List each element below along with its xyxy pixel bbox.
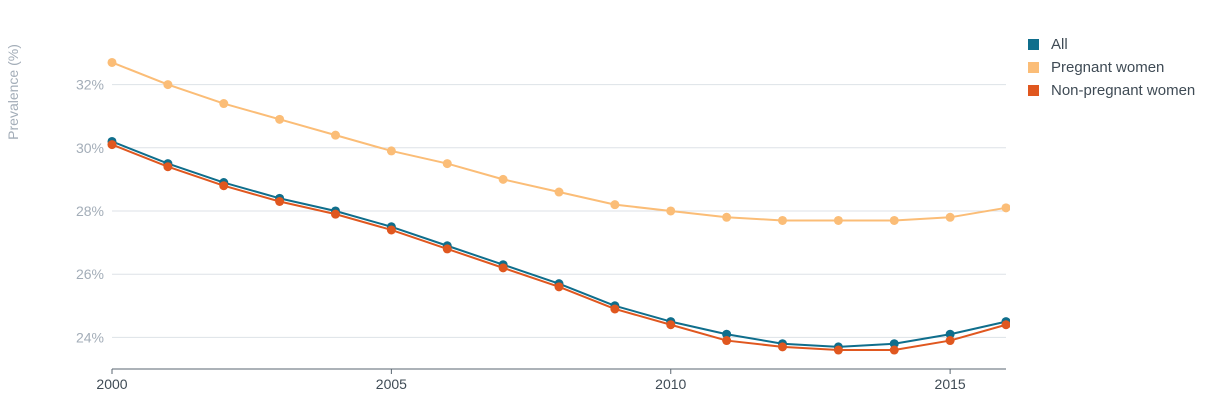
y-tick-label: 30% (76, 140, 104, 156)
data-point-pregnant-women[interactable] (945, 212, 955, 222)
series-line-non-pregnant-women (111, 143, 1007, 352)
series-group (107, 57, 1011, 355)
data-point-non-pregnant-women[interactable] (219, 181, 229, 191)
data-point-all[interactable] (722, 329, 732, 339)
gridlines (112, 84, 1006, 338)
legend: All Pregnant women Non-pregnant women (1028, 33, 1195, 102)
legend-swatch-pregnant-women (1028, 62, 1039, 73)
x-tick-label: 2005 (376, 376, 407, 392)
data-point-non-pregnant-women[interactable] (945, 336, 955, 346)
legend-swatch-non-pregnant-women (1028, 85, 1039, 96)
y-tick-label: 24% (76, 329, 104, 345)
y-axis-title: Prevalence (%) (5, 44, 21, 140)
data-point-non-pregnant-women[interactable] (498, 263, 508, 273)
data-point-pregnant-women[interactable] (442, 159, 452, 169)
data-point-pregnant-women[interactable] (666, 206, 676, 216)
data-point-pregnant-women[interactable] (1001, 203, 1011, 213)
x-tick-label: 2010 (655, 376, 686, 392)
series-non-pregnant-women (107, 140, 1011, 355)
legend-item-pregnant-women[interactable]: Pregnant women (1028, 56, 1195, 79)
series-line-pregnant-women (111, 61, 1007, 222)
x-tick-label: 2000 (96, 376, 127, 392)
data-point-pregnant-women[interactable] (219, 99, 229, 109)
data-point-non-pregnant-women[interactable] (386, 225, 396, 235)
data-point-non-pregnant-women[interactable] (554, 282, 564, 292)
data-point-non-pregnant-women[interactable] (722, 336, 732, 346)
data-point-non-pregnant-women[interactable] (610, 304, 620, 314)
legend-item-all[interactable]: All (1028, 33, 1195, 56)
data-point-non-pregnant-women[interactable] (1001, 320, 1011, 330)
legend-swatch-all (1028, 39, 1039, 50)
x-axis: 2000 2005 2010 2015 (96, 369, 966, 392)
data-point-non-pregnant-women[interactable] (833, 345, 843, 355)
series-line-all (111, 140, 1007, 348)
data-point-pregnant-women[interactable] (889, 215, 899, 225)
data-point-pregnant-women[interactable] (163, 80, 173, 90)
legend-label-pregnant-women: Pregnant women (1051, 59, 1165, 76)
legend-label-non-pregnant-women: Non-pregnant women (1051, 82, 1196, 99)
data-point-all[interactable] (945, 329, 955, 339)
data-point-non-pregnant-women[interactable] (331, 209, 340, 219)
line-chart: 24% 26% 28% 30% 32% 2000 2005 2010 2015 Prevale… (5, 44, 1011, 392)
data-point-non-pregnant-women[interactable] (275, 197, 285, 206)
x-tick-label: 2015 (935, 376, 966, 392)
y-axis: 24% 26% 28% 30% 32% (76, 77, 104, 346)
data-point-non-pregnant-women[interactable] (778, 342, 787, 352)
data-point-non-pregnant-women[interactable] (889, 345, 899, 355)
data-point-pregnant-women[interactable] (610, 200, 620, 210)
y-tick-label: 28% (76, 203, 104, 219)
data-point-pregnant-women[interactable] (722, 212, 732, 222)
data-point-pregnant-women[interactable] (386, 146, 396, 156)
data-point-pregnant-women[interactable] (498, 174, 508, 184)
legend-item-non-pregnant-women[interactable]: Non-pregnant women (1028, 79, 1195, 102)
data-point-all[interactable] (889, 339, 899, 349)
data-point-pregnant-women[interactable] (275, 114, 285, 124)
y-tick-label: 32% (76, 77, 104, 93)
series-pregnant-women (107, 57, 1011, 225)
data-point-pregnant-women[interactable] (331, 130, 340, 140)
data-point-non-pregnant-women[interactable] (107, 140, 117, 150)
data-point-non-pregnant-women[interactable] (666, 320, 676, 330)
data-point-non-pregnant-women[interactable] (442, 244, 452, 254)
legend-label-all: All (1051, 36, 1068, 53)
y-tick-label: 26% (76, 266, 104, 282)
data-point-pregnant-women[interactable] (554, 187, 564, 197)
data-point-pregnant-women[interactable] (778, 215, 787, 225)
data-point-pregnant-women[interactable] (107, 57, 117, 67)
data-point-non-pregnant-women[interactable] (163, 162, 173, 172)
series-all (107, 136, 1010, 352)
data-point-pregnant-women[interactable] (833, 215, 843, 225)
